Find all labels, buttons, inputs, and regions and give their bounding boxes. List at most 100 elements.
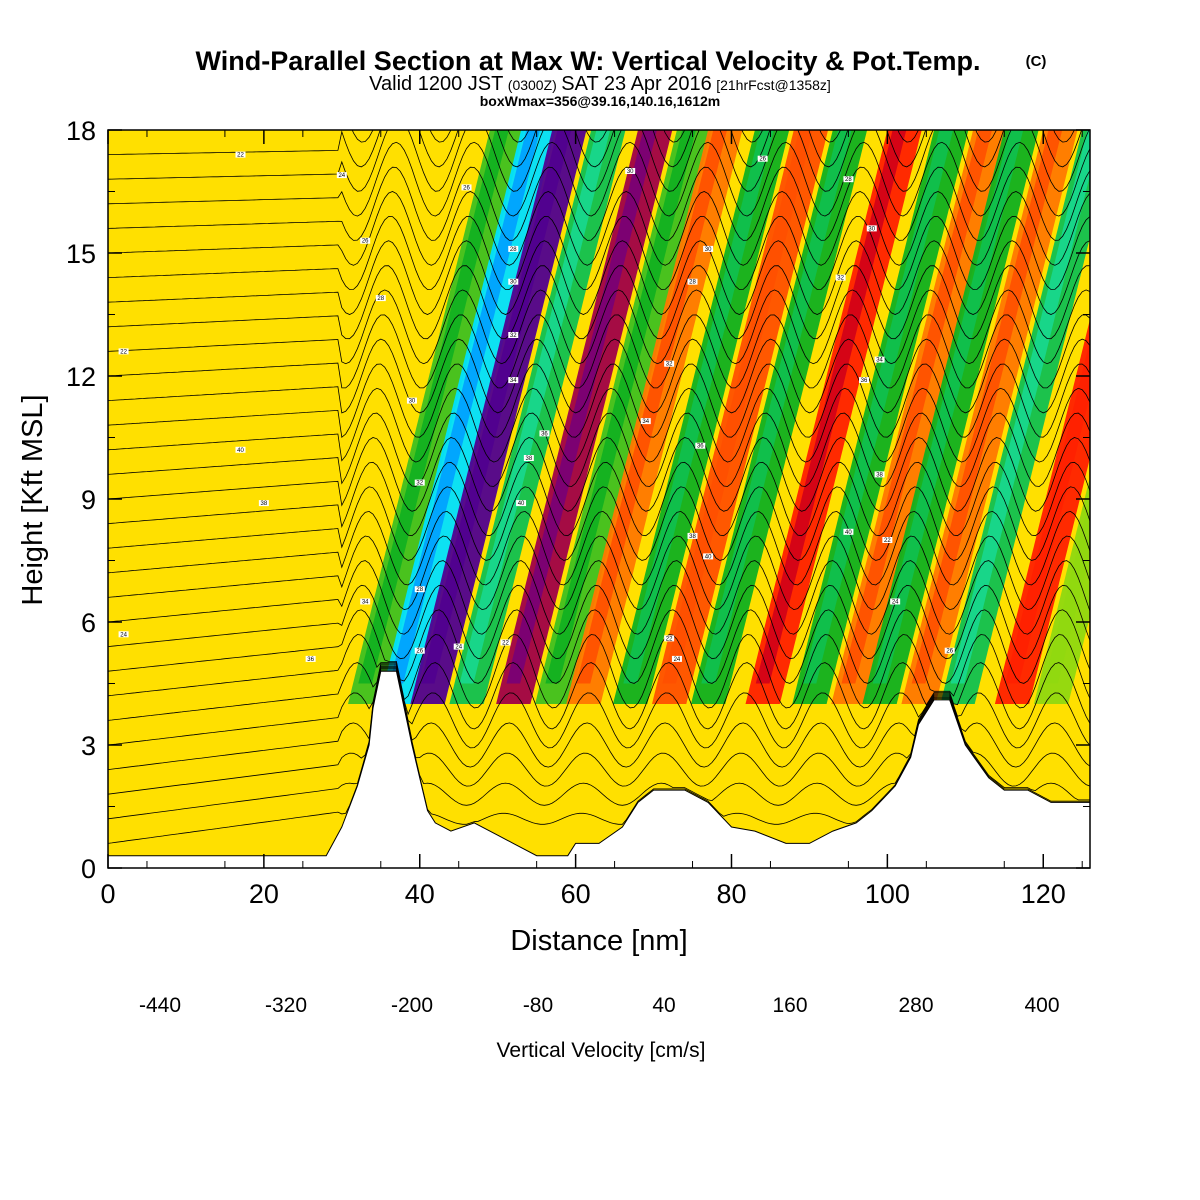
contour-label-bg — [453, 643, 464, 650]
velocity-band-core — [872, 130, 1024, 684]
contour-label-bg — [695, 442, 706, 449]
theta-contour — [108, 668, 1090, 820]
velocity-band-core — [841, 130, 992, 684]
x-axis-title: Distance [nm] — [510, 925, 687, 957]
velocity-band-core — [911, 130, 1063, 684]
velocity-band — [1033, 476, 1090, 704]
theta-contour — [108, 461, 1090, 537]
contour-label: 30 — [510, 280, 517, 286]
contour-label: 30 — [705, 247, 712, 253]
contour-label-bg — [664, 360, 675, 367]
contour-label: 24 — [455, 645, 462, 651]
contour-label: 26 — [416, 649, 423, 655]
x-tick-label: 20 — [249, 879, 279, 909]
velocity-band-core — [420, 130, 572, 684]
contour-label-bg — [500, 639, 511, 646]
contour-label: 22 — [502, 641, 509, 647]
chart-subtitle: Valid 1200 JST (0300Z) SAT 23 Apr 2016 [… — [369, 73, 831, 95]
theta-contour — [108, 240, 1090, 315]
contour-label-bg — [944, 647, 955, 654]
contour-label: 26 — [759, 157, 766, 163]
contour-label: 22 — [237, 153, 244, 159]
contour-label: 38 — [526, 456, 533, 462]
theta-contour — [108, 667, 1090, 795]
contour-label: 38 — [689, 534, 696, 540]
contour-label-bg — [703, 553, 714, 560]
contour-label: 30 — [627, 169, 634, 175]
theta-contour — [108, 535, 1090, 611]
contour-label-bg — [414, 586, 425, 593]
x-tick-label: 60 — [561, 879, 591, 909]
contour-label-bg — [118, 348, 129, 355]
contour-label: 36 — [861, 378, 868, 384]
contour-label: 38 — [876, 472, 883, 478]
contour-label: 22 — [884, 538, 891, 544]
contour-label: 28 — [689, 280, 696, 286]
contour-label: 40 — [237, 448, 244, 454]
contour-label-bg — [687, 278, 698, 285]
theta-contour — [108, 289, 1090, 365]
x-tick-label: 0 — [100, 879, 115, 909]
theta-contour — [108, 191, 1090, 266]
contour-label-bg — [508, 245, 519, 252]
contour-label-bg — [703, 245, 714, 252]
contour-label: 28 — [377, 296, 384, 302]
x-tick-label: 40 — [405, 879, 435, 909]
contour-label-bg — [835, 274, 846, 281]
theta-contour — [108, 166, 1090, 241]
theta-contour — [108, 130, 1083, 168]
theta-contour — [108, 314, 1090, 389]
theta-contour — [108, 437, 1090, 512]
contour-label-bg — [671, 655, 682, 662]
y-tick-label: 12 — [66, 362, 96, 392]
plot-area: 22 24 26 28 30 32 34 36 38 40 22 24 26 28 30 32 34 36 38 40… — [108, 130, 1090, 868]
contour-label-bg — [757, 155, 768, 162]
contour-label-bg — [235, 446, 246, 453]
theta-contour — [108, 665, 1090, 770]
theta-contour — [108, 560, 1090, 635]
contour-label: 22 — [666, 636, 673, 642]
colorbar-label: 160 — [772, 994, 807, 1017]
contour-label-bg — [874, 356, 885, 363]
theta-contour — [108, 363, 1090, 438]
theta-contour — [108, 141, 1090, 217]
x-tick-label: 120 — [1021, 879, 1066, 909]
contour-label: 34 — [876, 358, 883, 364]
contour-label-bg — [858, 377, 869, 384]
contour-label-bg — [882, 537, 893, 543]
contour-label-bg — [625, 168, 636, 174]
contour-label-bg — [305, 655, 316, 662]
contour-label-bg — [360, 237, 371, 244]
colorbar-label: -440 — [139, 994, 181, 1017]
contour-label-bg — [508, 332, 519, 338]
contour-label: 28 — [510, 247, 517, 253]
contour-label: 36 — [541, 431, 548, 437]
contour-label: 22 — [120, 349, 127, 355]
x-tick-label: 80 — [716, 879, 746, 909]
y-tick-label: 18 — [66, 116, 96, 146]
theta-contour — [108, 486, 1090, 561]
velocity-band-core — [755, 130, 907, 684]
contour-label: 40 — [705, 554, 712, 560]
velocity-band-core — [459, 130, 611, 684]
velocity-band-core — [802, 130, 954, 684]
contour-label: 34 — [362, 600, 369, 606]
theta-contour — [108, 412, 1090, 487]
theta-contour — [108, 584, 1090, 660]
contour-label-bg — [664, 635, 675, 642]
theta-contour — [108, 387, 1090, 463]
contour-label-bg — [118, 631, 129, 638]
chart-title: Wind-Parallel Section at Max W: Vertical… — [196, 46, 981, 76]
theta-contour — [108, 664, 1090, 749]
contour-label-bg — [360, 598, 371, 605]
theta-contour — [108, 662, 1090, 730]
contour-label-bg — [508, 377, 519, 384]
copyright-mark: (C) — [1026, 53, 1047, 70]
contour-label-bg — [866, 225, 877, 232]
y-tick-label: 15 — [66, 239, 96, 269]
contour-label-bg — [640, 418, 651, 425]
theta-contour — [108, 669, 1090, 844]
velocity-band-core — [506, 130, 657, 684]
contour-label-bg — [687, 532, 698, 539]
